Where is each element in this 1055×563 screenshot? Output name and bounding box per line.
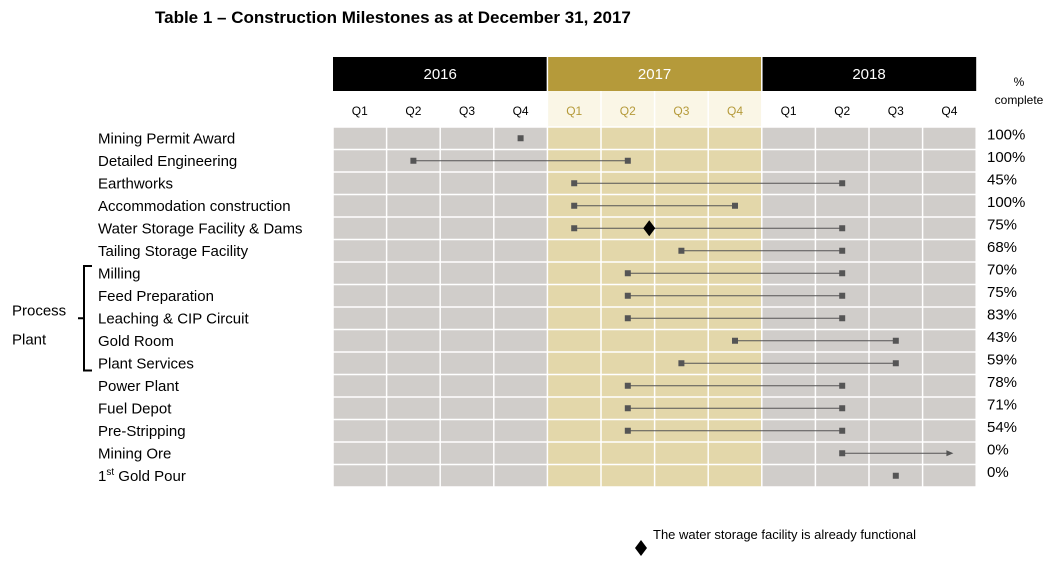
task-percent: 45% — [987, 171, 1017, 188]
task-end-marker — [839, 270, 846, 277]
task-label: Feed Preparation — [98, 288, 214, 305]
task-start-marker — [571, 202, 578, 209]
task-start-marker — [571, 225, 578, 232]
task-percent: 0% — [987, 441, 1009, 458]
quarter-tick-label: Q3 — [673, 104, 689, 118]
task-percent: 68% — [987, 239, 1017, 256]
task-start-marker — [678, 360, 685, 367]
year-label: 2018 — [852, 66, 885, 83]
quarter-tick-label: Q4 — [941, 104, 957, 118]
task-label: Detailed Engineering — [98, 153, 237, 170]
task-end-marker — [839, 427, 846, 434]
milestone-diamond — [643, 220, 656, 237]
task-start-marker — [624, 405, 631, 412]
task-percent: 100% — [987, 194, 1025, 211]
task-end-marker — [892, 337, 899, 344]
quarter-tick-label: Q4 — [727, 104, 743, 118]
task-start-marker — [892, 472, 899, 479]
legend-diamond-icon — [635, 540, 647, 556]
task-end-marker — [839, 382, 846, 389]
task-percent: 70% — [987, 261, 1017, 278]
task-percent: 71% — [987, 396, 1017, 413]
group-label: Process — [12, 302, 66, 319]
task-start-marker — [517, 135, 524, 142]
task-start-marker — [624, 270, 631, 277]
quarter-tick-label: Q4 — [513, 104, 529, 118]
task-percent: 78% — [987, 374, 1017, 391]
task-label: Leaching & CIP Circuit — [98, 310, 249, 327]
year-label: 2017 — [638, 66, 671, 83]
task-percent: 83% — [987, 306, 1017, 323]
group-bracket — [83, 265, 92, 372]
task-label: 1st Gold Pour — [98, 467, 186, 485]
task-label: Gold Room — [98, 333, 174, 350]
task-percent: 75% — [987, 216, 1017, 233]
task-label: Plant Services — [98, 355, 194, 372]
task-end-marker — [624, 157, 631, 164]
task-percent: 75% — [987, 284, 1017, 301]
task-start-marker — [624, 315, 631, 322]
task-start-marker — [410, 157, 417, 164]
quarter-tick-label: Q3 — [888, 104, 904, 118]
task-label: Power Plant — [98, 378, 180, 395]
task-percent: 100% — [987, 149, 1025, 166]
task-percent: 43% — [987, 329, 1017, 346]
group-label: Plant — [12, 331, 47, 348]
year-header-2016 — [333, 57, 548, 91]
task-label: Mining Ore — [98, 445, 171, 462]
percent-header: % — [1014, 75, 1025, 89]
task-start-marker — [624, 427, 631, 434]
task-label: Pre-Stripping — [98, 423, 186, 440]
task-label: Fuel Depot — [98, 400, 172, 417]
year-header-2017 — [547, 57, 762, 91]
task-label: Earthworks — [98, 175, 173, 192]
task-percent: 0% — [987, 464, 1009, 481]
task-label: Accommodation construction — [98, 198, 291, 215]
task-percent: 54% — [987, 419, 1017, 436]
task-start-marker — [571, 180, 578, 187]
task-start-marker — [624, 292, 631, 299]
quarter-tick-label: Q2 — [834, 104, 850, 118]
task-label: Water Storage Facility & Dams — [98, 220, 303, 237]
task-label: Tailing Storage Facility — [98, 243, 249, 260]
task-start-marker — [732, 337, 738, 344]
task-start-marker — [678, 247, 685, 254]
task-end-marker — [839, 292, 846, 299]
task-percent: 59% — [987, 351, 1017, 368]
task-start-marker — [624, 382, 631, 389]
percent-header: complete — [995, 93, 1044, 107]
task-end-marker — [892, 360, 899, 367]
quarter-tick-label: Q2 — [620, 104, 636, 118]
task-end-marker — [839, 405, 846, 412]
task-start-marker — [839, 450, 846, 457]
task-end-marker — [732, 202, 738, 209]
task-end-marker — [839, 247, 846, 254]
year-label: 2016 — [424, 66, 457, 83]
chart-title: Table 1 – Construction Milestones as at … — [155, 8, 631, 27]
quarter-tick-label: Q2 — [405, 104, 421, 118]
task-percent: 100% — [987, 126, 1025, 143]
task-label: Milling — [98, 265, 141, 282]
quarter-tick-label: Q3 — [459, 104, 475, 118]
quarter-tick-label: Q1 — [352, 104, 368, 118]
quarter-tick-label: Q1 — [566, 104, 582, 118]
task-end-marker — [839, 225, 846, 232]
quarter-tick-label: Q1 — [781, 104, 797, 118]
task-arrowhead — [946, 450, 954, 457]
year-header-2018 — [761, 57, 977, 91]
task-label: Mining Permit Award — [98, 130, 235, 147]
task-end-marker — [839, 315, 846, 322]
task-end-marker — [839, 180, 846, 187]
legend-note: The water storage facility is already fu… — [653, 527, 916, 542]
